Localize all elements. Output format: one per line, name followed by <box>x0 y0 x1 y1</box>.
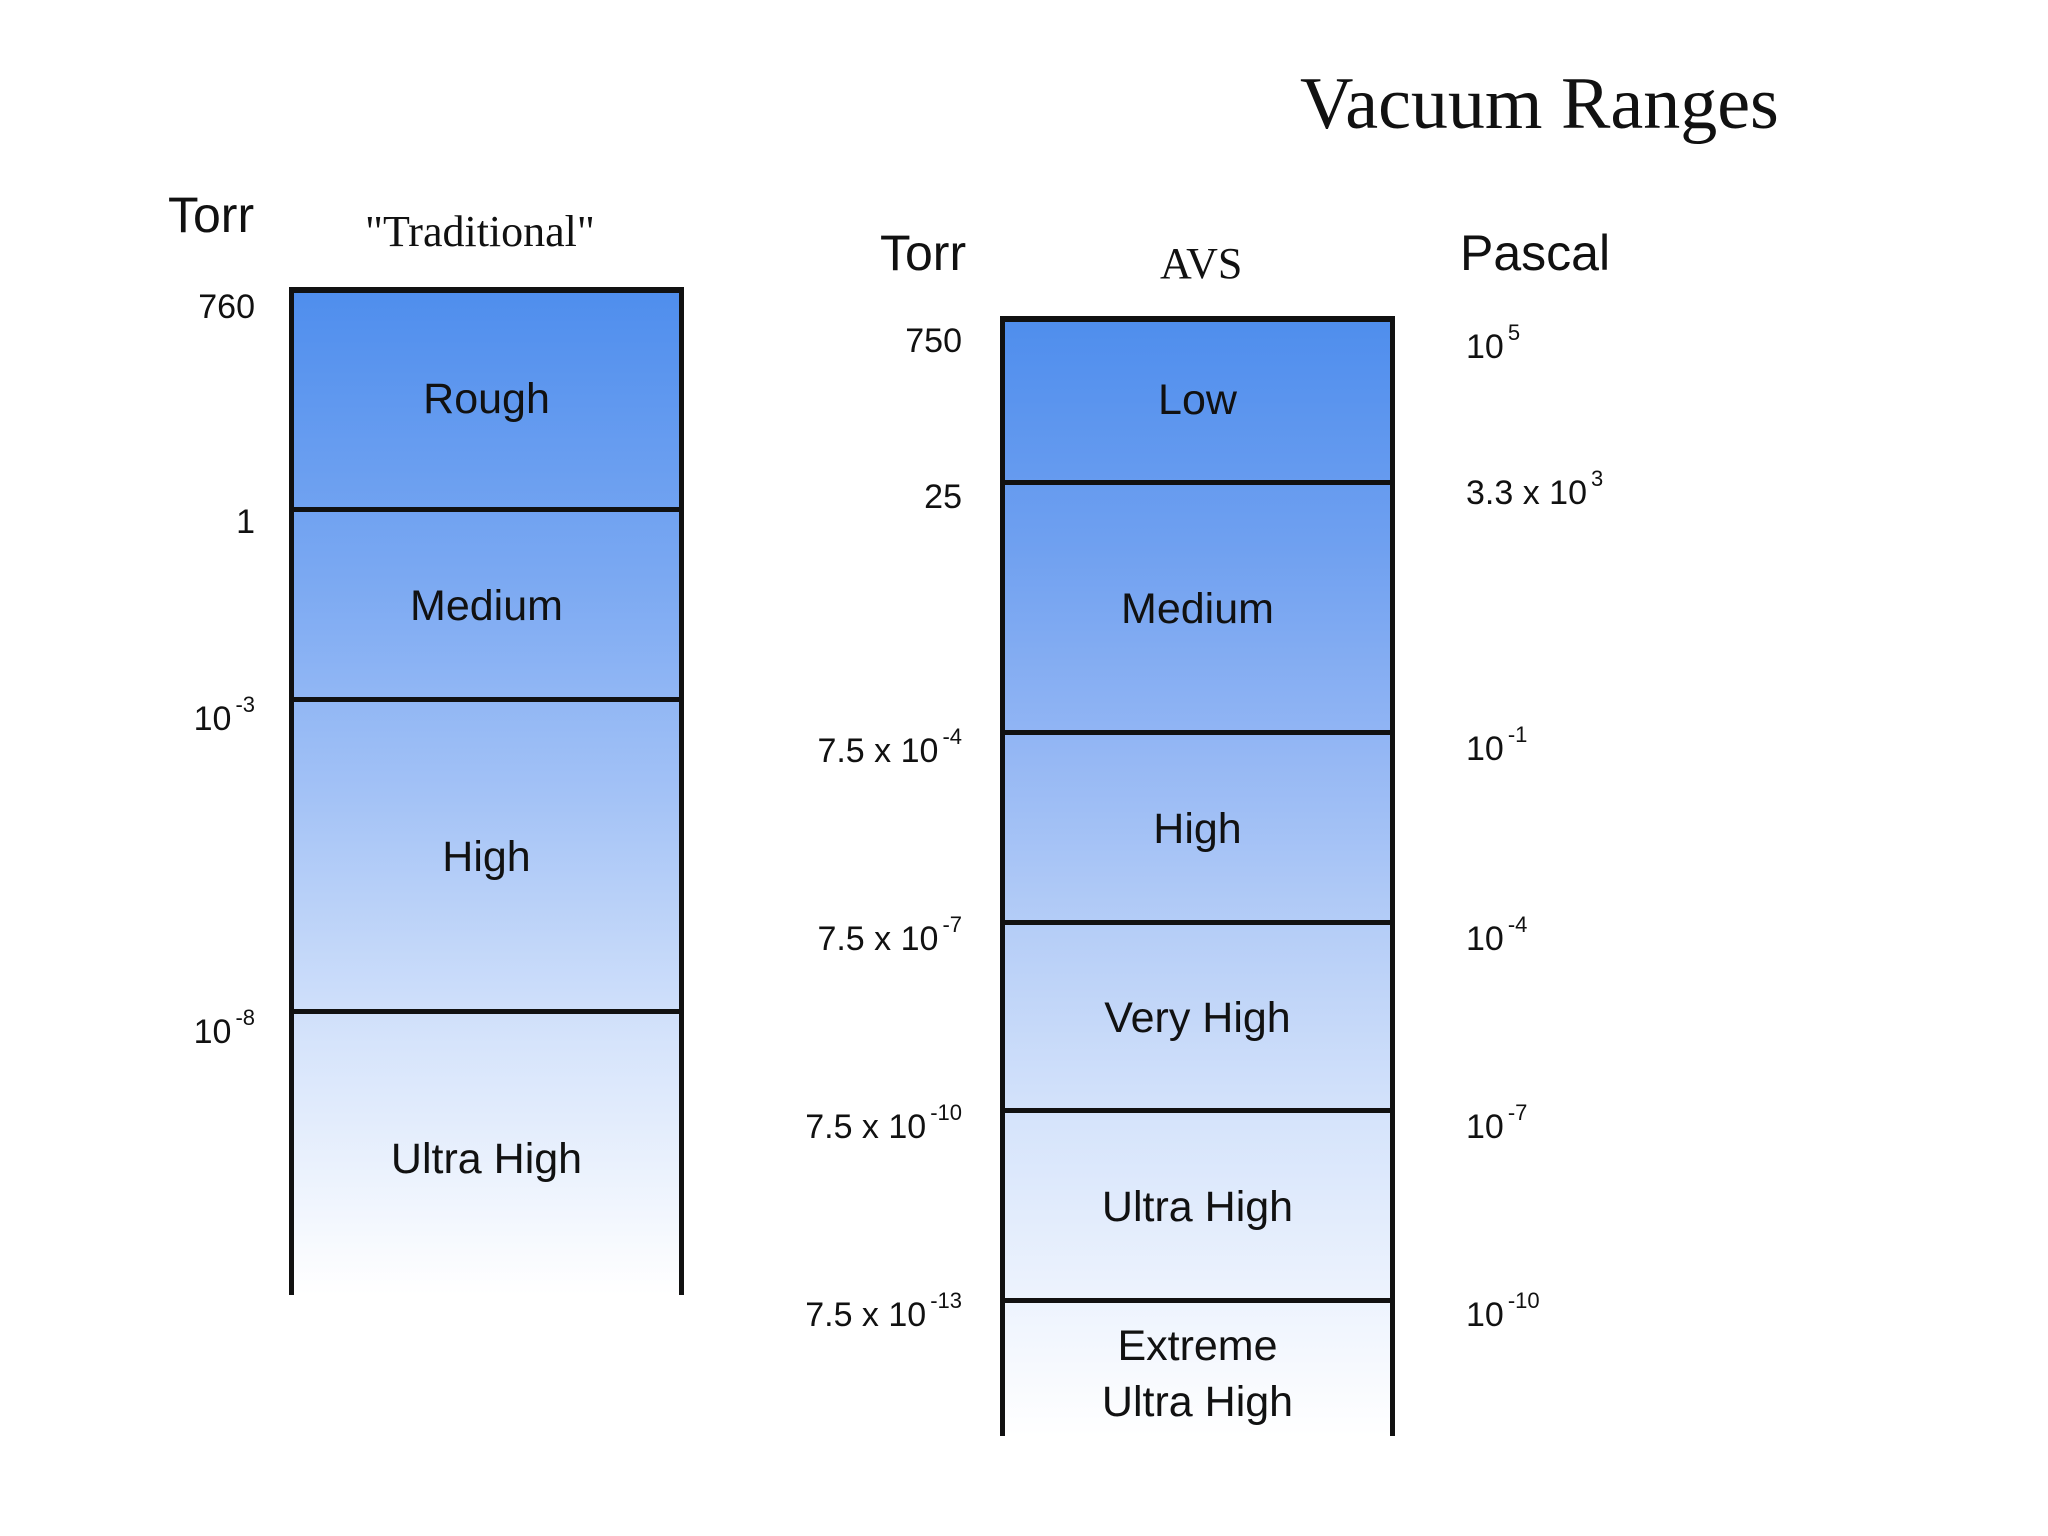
range-band-ultra-high: Ultra High <box>294 1009 679 1306</box>
traditional-torr-header: Torr <box>168 187 255 243</box>
avs-torr-header: Torr <box>880 225 967 281</box>
range-band-extreme-ultra-high: Extreme Ultra High <box>1005 1298 1390 1447</box>
torr-boundary-label: 7.5 x 10 -13 <box>805 1288 962 1334</box>
range-band-high: High <box>1005 730 1390 925</box>
boundary-label: 760 <box>198 288 255 326</box>
pascal-boundary-label: 10 -7 <box>1466 1100 1528 1146</box>
torr-boundary-label: 7.5 x 10 -7 <box>817 912 962 958</box>
range-label: High <box>442 833 531 882</box>
pascal-boundary-label: 3.3 x 10 3 <box>1466 466 1604 512</box>
range-label: Low <box>1158 376 1237 425</box>
range-band-medium: Medium <box>294 507 679 702</box>
traditional-scale-header: "Traditional" <box>365 207 595 256</box>
boundary-label: 10 -8 <box>193 1005 255 1051</box>
torr-boundary-label: 7.5 x 10 -4 <box>817 724 962 770</box>
range-label: Ultra High <box>1101 1183 1294 1232</box>
page-title: Vacuum Ranges <box>1300 63 1779 145</box>
range-band-high: High <box>294 697 679 1014</box>
range-label: Medium <box>410 582 563 631</box>
boundary-label: 1 <box>236 503 255 541</box>
range-label: Ultra High <box>390 1135 583 1184</box>
pascal-boundary-label: 10 -4 <box>1466 912 1528 958</box>
range-band-low: Low <box>1005 322 1390 480</box>
range-band-ultra-high: Ultra High <box>1005 1108 1390 1303</box>
range-label: Rough <box>423 375 550 424</box>
torr-boundary-label: 25 <box>924 478 962 516</box>
range-band-medium: Medium <box>1005 480 1390 735</box>
pascal-boundary-label: 10 -10 <box>1466 1288 1540 1334</box>
range-label: Medium <box>1121 585 1274 634</box>
torr-boundary-label: 750 <box>905 322 962 360</box>
torr-boundary-label: 7.5 x 10 -10 <box>805 1100 962 1146</box>
pascal-boundary-label: 10 5 <box>1466 320 1521 366</box>
traditional-column: Rough Medium High Ultra High <box>289 287 684 1295</box>
range-band-rough: Rough <box>294 293 679 507</box>
pascal-boundary-label: 10 -1 <box>1466 722 1528 768</box>
range-band-very-high: Very High <box>1005 920 1390 1113</box>
range-label: Extreme Ultra High <box>1101 1322 1294 1426</box>
range-label: Very High <box>1104 994 1291 1043</box>
avs-column: Low Medium High Very High Ultra High Ext… <box>1000 316 1395 1436</box>
range-label: High <box>1153 805 1242 854</box>
avs-scale-header: AVS <box>1160 239 1243 288</box>
boundary-label: 10 -3 <box>193 692 255 738</box>
avs-pascal-header: Pascal <box>1460 225 1611 281</box>
